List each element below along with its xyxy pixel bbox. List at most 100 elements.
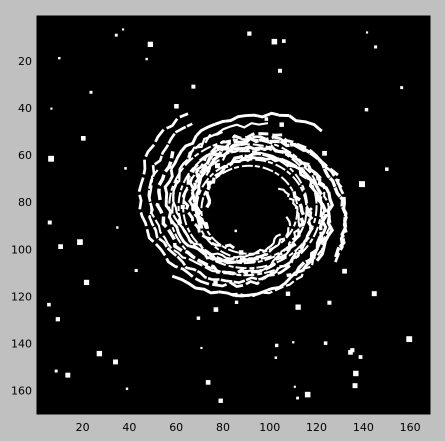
y-tick-label: 120: [11, 290, 32, 303]
x-tick-label: 80: [216, 421, 230, 434]
edge-speck: [80, 135, 86, 141]
edge-speck: [296, 396, 299, 400]
edge-speck: [205, 380, 211, 385]
edge-speck: [353, 370, 359, 377]
y-tick-label: 40: [18, 102, 32, 115]
edge-speck: [348, 350, 353, 355]
edge-speck: [274, 356, 278, 359]
edge-speck: [47, 220, 52, 225]
edge-speck: [359, 181, 365, 188]
edge-speck: [177, 221, 182, 226]
edge-speck: [234, 300, 239, 304]
edge-speck: [304, 391, 311, 398]
edge-speck: [214, 163, 221, 169]
x-tick-label: 40: [122, 421, 136, 434]
edge-speck: [55, 317, 60, 322]
edge-speck: [323, 341, 328, 345]
edge-speck: [277, 68, 282, 73]
edge-speck: [247, 31, 252, 36]
edge-ring: [200, 164, 299, 255]
edge-speck: [352, 383, 358, 389]
edge-stroke: [163, 111, 323, 265]
y-tick-label: 80: [18, 196, 32, 209]
edge-speck: [234, 229, 238, 233]
edge-speck: [58, 244, 63, 249]
edge-ring: [168, 138, 323, 277]
x-tick-label: 160: [400, 421, 421, 434]
edge-speck: [293, 385, 296, 388]
y-tick-label: 140: [11, 338, 32, 351]
edge-speck: [47, 302, 51, 307]
edge-stroke: [171, 155, 328, 298]
image-area: [37, 16, 430, 414]
edge-ring: [177, 143, 318, 270]
edge-speck: [191, 84, 196, 89]
edge-speck: [213, 307, 219, 312]
x-tick-label: 120: [306, 421, 327, 434]
edge-speck: [96, 350, 103, 357]
edge-speck: [342, 268, 347, 274]
edge-speck: [271, 38, 278, 45]
edge-speck: [65, 372, 71, 378]
edge-speck: [77, 239, 83, 245]
edge-stroke: [137, 112, 314, 289]
edge-stroke: [193, 144, 335, 262]
edge-speck: [374, 45, 378, 49]
edge-speck: [116, 226, 119, 229]
x-tick-label: 60: [169, 421, 183, 434]
edge-speck: [196, 316, 201, 320]
edge-speck: [58, 56, 61, 60]
edge-speck: [147, 41, 154, 47]
y-tick-label: 160: [11, 385, 32, 398]
edge-ring: [182, 150, 309, 265]
edge-speck: [213, 280, 218, 286]
edge-speck: [200, 346, 203, 350]
y-tick-label: 20: [18, 55, 32, 68]
edge-speck: [218, 398, 223, 403]
edge-speck: [121, 28, 125, 31]
edge-speck: [385, 167, 389, 171]
edge-speck: [114, 33, 118, 37]
edge-speck: [238, 250, 244, 255]
edge-speck: [174, 103, 179, 109]
edge-speck: [281, 39, 286, 43]
edge-speck: [364, 107, 369, 112]
axes-box: [36, 15, 431, 415]
edge-speck: [285, 291, 291, 296]
edge-speck: [295, 304, 301, 310]
edge-speck: [124, 167, 127, 170]
edge-speck: [125, 387, 129, 390]
edge-speck: [292, 341, 295, 344]
edge-speck: [365, 31, 369, 34]
edge-image: [47, 28, 413, 403]
edge-speck: [134, 268, 138, 273]
edge-stroke: [205, 145, 332, 297]
edge-speck: [145, 57, 148, 61]
edge-speck: [327, 300, 332, 305]
edge-speck: [54, 369, 58, 373]
edge-speck: [50, 107, 53, 110]
edge-speck: [204, 166, 211, 173]
edge-speck: [371, 291, 377, 297]
edge-speck: [48, 155, 55, 162]
edge-speck: [322, 150, 327, 156]
edge-speck: [113, 359, 118, 365]
edge-speck: [83, 279, 90, 286]
edge-speck: [253, 260, 256, 263]
edge-speck: [264, 117, 269, 121]
x-tick-label: 20: [76, 421, 90, 434]
edge-stroke: [155, 151, 306, 276]
edge-speck: [274, 343, 279, 348]
y-tick-label: 100: [11, 243, 32, 256]
edge-speck: [89, 90, 93, 94]
edge-speck: [400, 86, 404, 90]
y-tick-label: 60: [18, 149, 32, 162]
edge-speck: [406, 336, 413, 343]
edge-speck: [180, 204, 185, 210]
edge-speck: [358, 355, 363, 359]
x-tick-label: 100: [259, 421, 280, 434]
edge-stroke: [187, 135, 348, 263]
x-tick-label: 140: [353, 421, 374, 434]
